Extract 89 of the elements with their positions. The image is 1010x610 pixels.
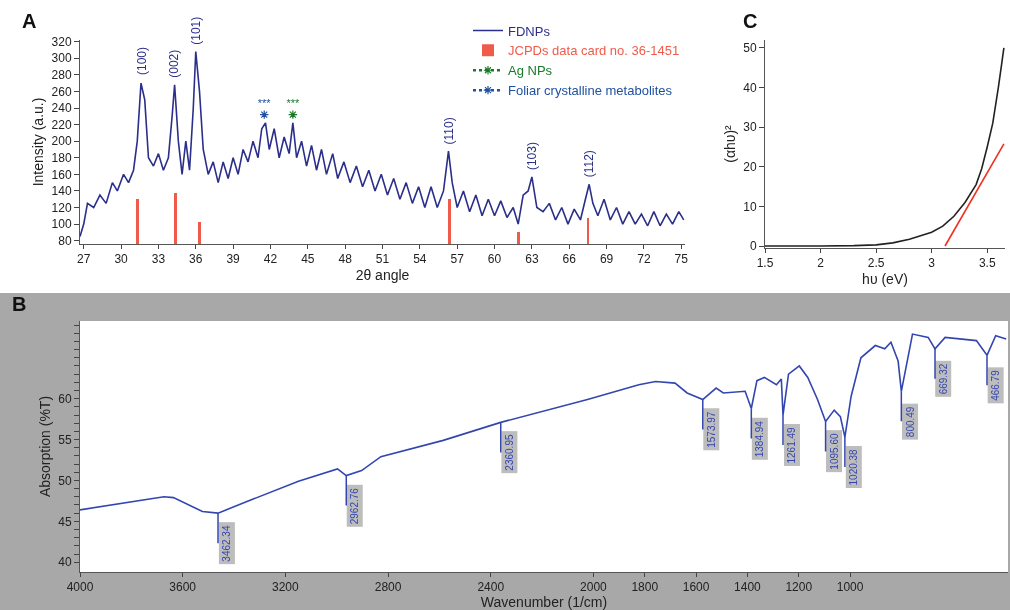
annotation: 2962.76: [349, 487, 361, 525]
y-tick-label: 45: [58, 514, 72, 529]
data-label: ***: [257, 96, 272, 109]
x-tick-label: 75: [674, 252, 689, 267]
annotation: 1095.60: [828, 433, 840, 470]
x-tick-label: 1400: [734, 580, 762, 595]
x-tick-label: 45: [301, 252, 315, 267]
x-tick-label: 39: [226, 252, 241, 267]
x-tick-label: 54: [413, 252, 427, 267]
annotation: (103): [524, 142, 539, 171]
x-tick-label: 33: [151, 252, 166, 267]
y-tick-label: 0: [749, 239, 757, 254]
x-tick-label: 69: [599, 252, 614, 267]
x-tick-label: 2000: [580, 580, 608, 595]
y-tick-label: 300: [51, 51, 72, 66]
annotation: (002): [167, 49, 182, 78]
x-tick-label: 48: [338, 252, 353, 267]
x-axis-title: 2θ angle: [355, 266, 410, 283]
legend-label: Foliar crystalline metabolites: [508, 83, 673, 99]
y-tick-label: 140: [51, 184, 72, 199]
y-tick-label: 40: [58, 555, 72, 570]
x-tick-label: 3200: [272, 580, 300, 595]
annotation: 1020.38: [848, 448, 860, 486]
annotation: 1573.97: [705, 411, 717, 448]
annotation: 800.49: [904, 406, 916, 438]
y-tick-label: 10: [743, 199, 757, 214]
x-tick-label: 1600: [682, 580, 710, 595]
x-tick-label: 60: [487, 252, 502, 267]
y-tick-label: 120: [51, 200, 72, 215]
y-tick-label: 240: [51, 101, 72, 116]
x-tick-label: 1800: [631, 580, 659, 595]
y-tick-label: 30: [743, 120, 757, 135]
x-tick-label: 3: [928, 256, 936, 271]
x-tick-label: 72: [637, 252, 651, 267]
x-tick-label: 66: [562, 252, 577, 267]
legend-label: Ag NPs: [508, 63, 553, 79]
y-tick-label: 40: [743, 80, 757, 95]
annotation: (110): [441, 117, 456, 145]
x-tick-label: 2800: [374, 580, 402, 595]
annotation: (101): [188, 16, 203, 45]
y-tick-label: 60: [58, 391, 72, 406]
y-tick-label: 50: [743, 41, 757, 56]
x-tick-label: 3600: [169, 580, 197, 595]
y-tick-label: 260: [51, 84, 72, 99]
y-tick-label: 320: [51, 34, 72, 49]
y-axis-title: Absorption (%T): [36, 395, 53, 498]
y-tick-label: 80: [58, 233, 72, 248]
y-axis-title: (αhυ)²: [721, 124, 738, 163]
x-tick-label: 1000: [836, 580, 864, 595]
x-axis-title: hυ (eV): [862, 270, 908, 287]
annotation: (100): [135, 47, 150, 76]
x-tick-label: 27: [77, 252, 91, 267]
x-tick-label: 2: [817, 256, 825, 271]
chart-title: B: [12, 293, 27, 315]
data-label: ***: [286, 96, 301, 109]
x-tick-label: 1.5: [756, 256, 774, 271]
x-tick-label: 42: [263, 252, 278, 267]
x-tick-label: 3.5: [978, 256, 996, 271]
y-tick-label: 200: [51, 134, 72, 149]
annotation: 466.79: [990, 369, 1002, 401]
x-tick-label: 30: [114, 252, 129, 267]
annotation: (112): [582, 150, 597, 178]
annotation: 1384.94: [754, 420, 766, 458]
annotation: 1261.49: [786, 426, 798, 464]
annotation: 2360.95: [503, 434, 515, 471]
y-tick-label: 180: [51, 150, 72, 165]
x-tick-label: 2.5: [867, 256, 885, 271]
annotation: 3462.34: [221, 525, 233, 562]
legend-label: FDNPs: [508, 23, 551, 39]
chart-title: C: [743, 10, 758, 32]
annotation: 669.32: [937, 363, 949, 395]
x-tick-label: 4000: [66, 580, 94, 595]
y-tick-label: 50: [58, 473, 72, 488]
x-tick-label: 57: [450, 252, 465, 267]
y-tick-label: 160: [51, 167, 72, 182]
legend-label: JCPDs data card no. 36-1451: [508, 43, 680, 59]
x-tick-label: 51: [375, 252, 390, 267]
chart-title: A: [22, 10, 37, 32]
y-tick-label: 20: [743, 159, 757, 174]
x-tick-label: 63: [525, 252, 539, 267]
x-tick-label: 36: [189, 252, 203, 267]
y-tick-label: 220: [51, 117, 72, 132]
y-tick-label: 100: [51, 217, 72, 232]
x-axis-title: Wavenumber (1/cm): [480, 594, 608, 610]
y-axis-title: Intensity (a.u.): [30, 97, 47, 187]
x-tick-label: 1200: [785, 580, 813, 595]
x-tick-label: 2400: [477, 580, 505, 595]
y-tick-label: 280: [51, 68, 72, 83]
y-tick-label: 55: [58, 432, 72, 447]
